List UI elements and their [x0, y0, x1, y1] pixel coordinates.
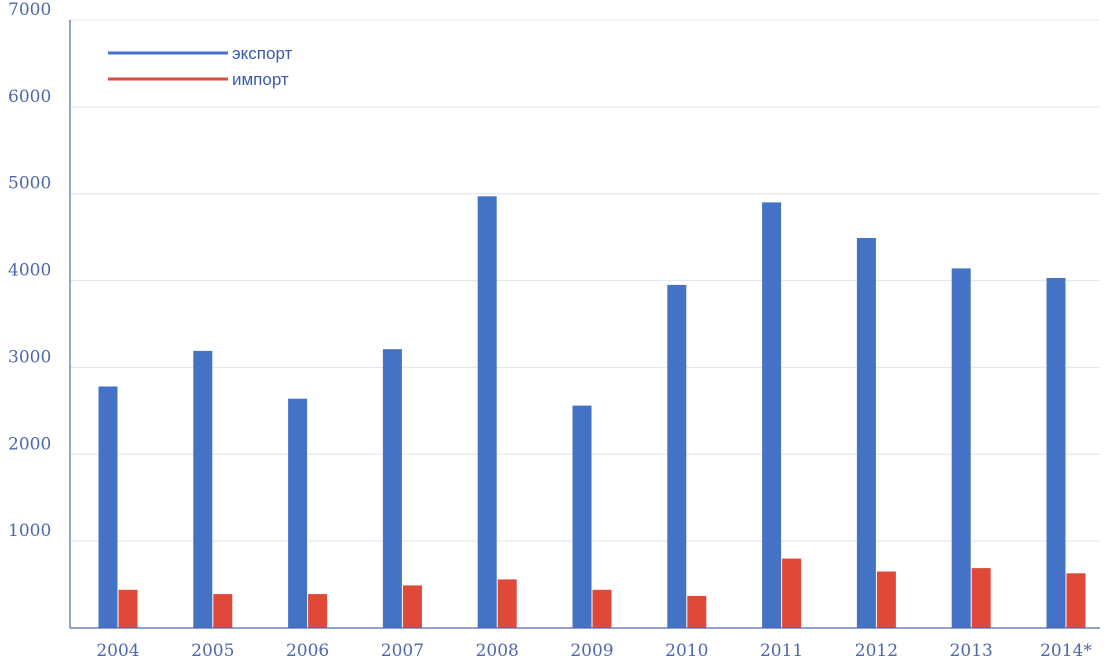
- legend-label-export: экспорт: [232, 44, 293, 63]
- x-tick-label: 2007: [381, 641, 424, 659]
- x-tick-label: 2010: [665, 641, 708, 659]
- bar-import-2009: [592, 589, 612, 628]
- x-tick-label: 2006: [286, 641, 329, 659]
- bars: [98, 196, 1086, 629]
- bar-export-2011: [762, 202, 782, 628]
- y-tick-label: 6000: [8, 87, 51, 107]
- x-tick-label: 2008: [476, 641, 519, 659]
- gridlines: [70, 19, 1100, 542]
- y-tick-label: 2000: [8, 434, 51, 454]
- bar-export-2014*: [1046, 278, 1066, 628]
- y-tick-label: 7000: [8, 0, 51, 20]
- y-tick-label: 4000: [8, 261, 51, 281]
- bar-export-2004: [98, 386, 118, 628]
- x-tick-label: 2013: [950, 641, 993, 659]
- y-tick-labels: 1000 2000 3000 4000 5000 6000 7000: [8, 0, 51, 541]
- bar-import-2004: [118, 589, 138, 628]
- x-tick-label: 2009: [570, 641, 613, 659]
- bar-import-2007: [402, 585, 422, 628]
- bar-import-2010: [687, 595, 707, 628]
- x-tick-label: 2011: [760, 641, 803, 659]
- bar-import-2008: [497, 579, 517, 628]
- bar-export-2010: [667, 284, 687, 628]
- bar-export-2006: [288, 398, 308, 628]
- bar-import-2006: [308, 594, 328, 628]
- y-tick-label: 3000: [8, 347, 51, 367]
- x-tick-label: 2005: [191, 641, 234, 659]
- x-tick-label: 2004: [96, 641, 139, 659]
- bar-export-2005: [193, 350, 213, 628]
- bar-export-2009: [572, 405, 592, 628]
- x-tick-label: 2014*: [1040, 641, 1092, 659]
- x-tick-labels: 2004 2005 2006 2007 2008 2009 2010 2011 2012 2013…: [96, 641, 1092, 659]
- bar-export-2012: [856, 238, 876, 628]
- bar-export-2007: [382, 349, 402, 628]
- bar-export-2013: [951, 268, 971, 628]
- bar-import-2011: [782, 558, 802, 628]
- legend: экспорт импорт: [108, 44, 293, 89]
- y-tick-label: 1000: [8, 521, 51, 541]
- axes: [69, 20, 1100, 629]
- bar-export-2008: [477, 196, 497, 629]
- bar-import-2013: [971, 568, 991, 628]
- bar-import-2005: [213, 594, 233, 628]
- legend-label-import: импорт: [232, 70, 289, 89]
- y-tick-label: 5000: [8, 174, 51, 194]
- bar-import-2012: [876, 571, 896, 628]
- bar-import-2014*: [1066, 573, 1086, 628]
- x-tick-label: 2012: [855, 641, 898, 659]
